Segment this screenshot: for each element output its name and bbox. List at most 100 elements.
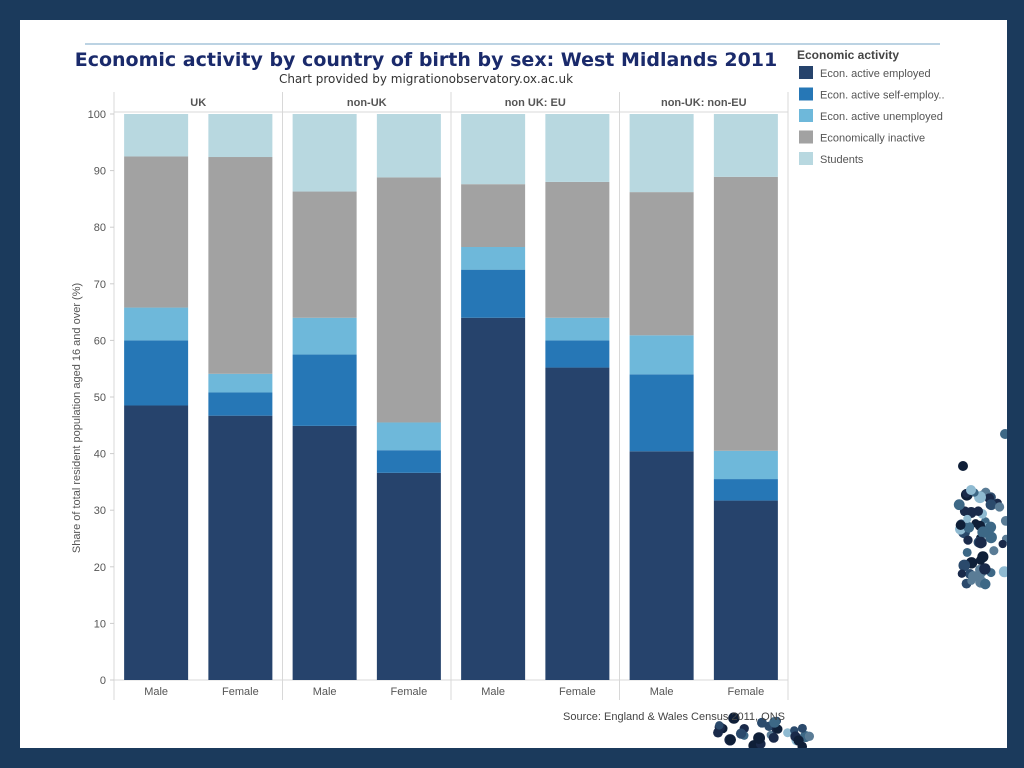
bar-segment	[713, 479, 778, 501]
decor-dot	[725, 734, 736, 745]
decor-dot	[769, 716, 780, 728]
y-tick-label: 80	[94, 222, 106, 234]
bar-segment	[629, 114, 694, 193]
legend-swatch	[799, 152, 813, 165]
decor-dot	[968, 571, 979, 582]
decor-dot	[994, 502, 1005, 512]
chart-subtitle: Chart provided by migrationobservatory.o…	[279, 72, 573, 86]
decor-dot	[977, 526, 989, 538]
decor-dot	[715, 721, 724, 730]
decor-dot	[768, 732, 779, 743]
bar-segment	[208, 392, 273, 416]
bar-segment	[124, 405, 189, 680]
decor-dot	[998, 539, 1007, 549]
bar-segment	[713, 450, 778, 480]
bar-segment	[124, 307, 189, 341]
bar-segment	[461, 247, 526, 270]
y-tick-label: 30	[94, 505, 106, 517]
decor-dot	[753, 732, 766, 745]
bar-segment	[545, 367, 610, 680]
bar-segment	[713, 176, 778, 451]
legend-swatch	[799, 109, 813, 122]
x-tick-label: Female	[559, 686, 596, 698]
x-tick-label: Male	[144, 686, 168, 698]
decor-dot	[735, 728, 747, 739]
bar-segment	[124, 340, 189, 406]
decor-dot	[985, 499, 997, 510]
bar-segment	[461, 184, 526, 248]
y-tick-label: 40	[94, 449, 106, 461]
decorative-dots	[713, 429, 1007, 748]
legend-entry: Economically inactive	[820, 133, 925, 145]
x-tick-label: Male	[650, 686, 674, 698]
decor-dot	[783, 728, 793, 738]
bar-segment	[292, 354, 357, 426]
decor-dot	[998, 566, 1007, 578]
y-tick-label: 20	[94, 562, 106, 574]
y-tick-label: 100	[88, 109, 106, 121]
decor-dot	[955, 520, 966, 530]
x-tick-label: Female	[391, 686, 428, 698]
panel-label: non UK: EU	[505, 97, 566, 109]
bar-segment	[208, 114, 273, 158]
y-tick-label: 70	[94, 279, 106, 291]
bar-segment	[376, 422, 441, 451]
decor-dot	[958, 559, 971, 572]
decor-dot	[979, 578, 991, 590]
y-tick-label: 0	[100, 675, 106, 687]
decor-dot	[1000, 515, 1007, 526]
legend-title: Economic activity	[797, 48, 899, 62]
legend-entry: Econ. active unemployed	[820, 111, 943, 123]
panel-label: non-UK: non-EU	[661, 97, 747, 109]
x-tick-label: Female	[222, 686, 259, 698]
bar-segment	[292, 425, 357, 680]
decor-dot	[977, 551, 989, 563]
decor-dot	[957, 569, 967, 578]
bar-segment	[713, 114, 778, 177]
legend-entry: Econ. active self-employ..	[820, 90, 945, 102]
legend-swatch	[799, 130, 813, 144]
bar-segment	[292, 114, 357, 192]
slide: Economic activity by country of birth by…	[20, 20, 1007, 748]
y-tick-label: 50	[94, 392, 106, 404]
decor-dot	[966, 485, 976, 495]
x-tick-label: Male	[313, 686, 337, 698]
legend-swatch	[799, 87, 813, 101]
chart-title: Economic activity by country of birth by…	[75, 49, 778, 71]
bar-segment	[545, 340, 610, 368]
stacked-bar-chart: Economic activity by country of birth by…	[71, 43, 945, 723]
bar-segment	[292, 191, 357, 318]
bar-segment	[208, 415, 273, 680]
bar-segment	[124, 114, 189, 157]
bar-segment	[124, 156, 189, 308]
bar-segment	[629, 192, 694, 336]
bar-segment	[713, 500, 778, 680]
bar-segment	[376, 177, 441, 423]
decor-dot	[728, 712, 740, 724]
decor-dot	[1000, 429, 1007, 439]
decor-dot	[989, 546, 999, 556]
bar-segment	[376, 472, 441, 680]
source-note: Source: England & Wales Census 2011, ONS	[563, 711, 785, 723]
decor-dot	[979, 563, 991, 575]
decor-dot	[797, 723, 807, 733]
bar-segment	[376, 450, 441, 473]
decor-dot	[958, 461, 968, 471]
bar-segment	[461, 269, 526, 318]
bar-segment	[461, 114, 526, 185]
x-tick-label: Female	[728, 686, 765, 698]
bar-segment	[208, 157, 273, 374]
decor-dot	[804, 731, 815, 741]
decor-dot	[953, 499, 965, 511]
decor-dot	[975, 536, 987, 549]
decor-dot	[963, 535, 973, 545]
decor-dot	[962, 548, 972, 557]
bar-segment	[545, 317, 610, 341]
y-tick-label: 10	[94, 618, 106, 630]
bar-segment	[461, 317, 526, 680]
y-tick-label: 90	[94, 166, 106, 178]
bar-segment	[545, 181, 610, 318]
decor-dot	[756, 717, 767, 728]
legend: Econ. active employed Econ. active self-e…	[799, 66, 945, 166]
y-tick-label: 60	[94, 335, 106, 347]
